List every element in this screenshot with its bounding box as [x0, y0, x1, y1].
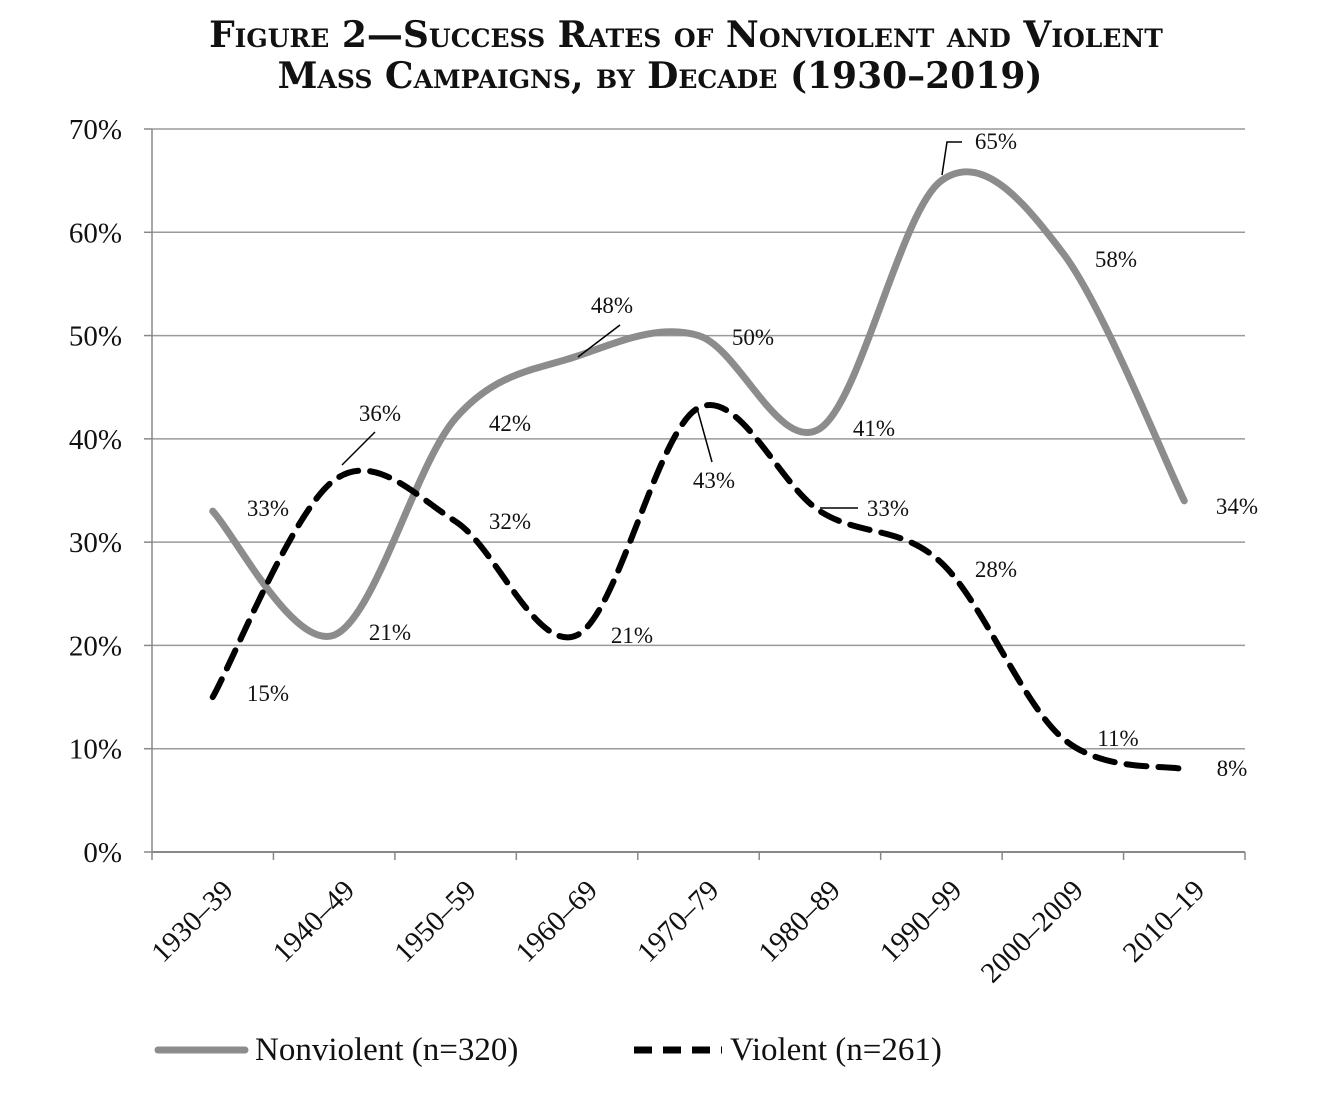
series-line-nonviolent [209, 168, 1188, 640]
y-tick-label: 20% [69, 630, 122, 662]
x-tick-label: 2000–2009 [975, 874, 1090, 989]
x-tick-label: 1960–69 [510, 874, 604, 968]
x-tick-label: 1950–59 [388, 874, 482, 968]
leader-line [577, 324, 621, 358]
leader-line [341, 431, 376, 466]
data-label: 33% [247, 496, 289, 521]
y-tick-label: 10% [69, 734, 122, 766]
y-tick-label: 40% [69, 424, 122, 456]
legend-label-nonviolent: Nonviolent (n=320) [255, 1032, 518, 1068]
y-tick-label: 60% [69, 217, 122, 249]
y-tick-label: 30% [69, 527, 122, 559]
x-tick-label: 1970–79 [631, 874, 725, 968]
series-line-violent [209, 402, 1188, 773]
data-label: 65% [975, 129, 1017, 154]
x-tick-label: 1990–99 [874, 874, 968, 968]
data-label: 43% [693, 468, 735, 493]
x-tick-label: 1940–49 [267, 874, 361, 968]
data-label: 34% [1216, 494, 1258, 519]
data-label: 42% [489, 411, 531, 436]
leader-line [696, 407, 713, 463]
legend-label-violent: Violent (n=261) [730, 1032, 942, 1068]
data-label: 28% [975, 557, 1017, 582]
data-label: 48% [591, 293, 633, 318]
y-tick-label: 70% [69, 114, 122, 146]
data-label: 58% [1095, 247, 1137, 272]
chart-title-line-2: Mass Campaigns, by Decade (1930–2019) [278, 55, 1043, 97]
x-tick-label: 1930–39 [145, 874, 239, 968]
data-label: 32% [489, 509, 531, 534]
data-label: 8% [1217, 756, 1248, 781]
data-label: 36% [359, 401, 401, 426]
data-label: 11% [1097, 726, 1138, 751]
data-label: 15% [247, 681, 289, 706]
data-label: 50% [732, 325, 774, 350]
x-tick-label: 2010–19 [1117, 874, 1211, 968]
x-tick-label: 1980–89 [752, 874, 846, 968]
y-tick-label: 0% [83, 837, 122, 869]
data-label: 21% [611, 623, 653, 648]
data-label: 21% [369, 620, 411, 645]
data-label: 41% [853, 416, 895, 441]
leader-line [941, 141, 962, 176]
chart-title-line-1: Figure 2—Success Rates of Nonviolent and… [209, 14, 1163, 56]
data-label: 33% [867, 496, 909, 521]
y-tick-label: 50% [69, 321, 122, 353]
